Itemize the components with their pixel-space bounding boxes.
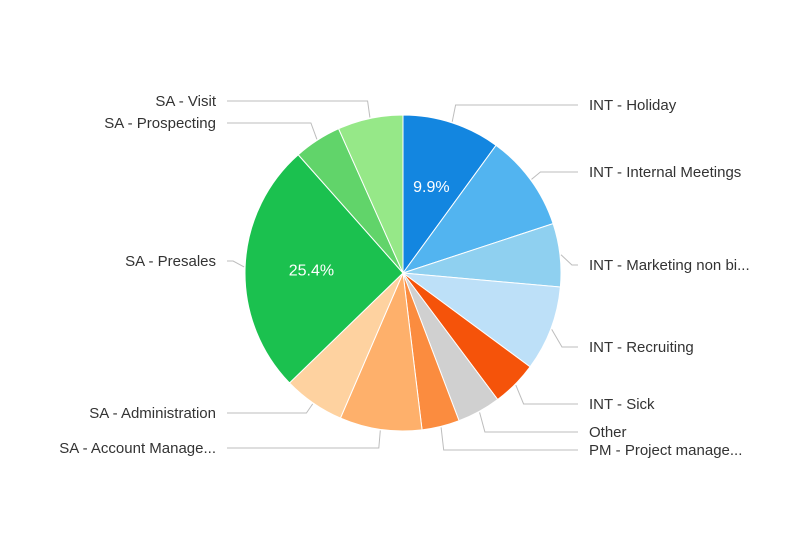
slice-sa-presales[interactable] <box>244 154 404 384</box>
slice-label-int-sick: INT - Sick <box>589 396 655 413</box>
leader-line-other <box>479 412 578 433</box>
slice-sa-visit[interactable] <box>337 114 404 274</box>
slice-int-recruiting[interactable] <box>401 272 561 368</box>
slice-label-int-internal-meetings: INT - Internal Meetings <box>589 164 741 181</box>
slice-label-sa-account-manage: SA - Account Manage... <box>59 440 216 457</box>
slice-labels: INT - Holiday INT - Internal Meetings INT … <box>59 93 749 459</box>
slice-int-internal-meetings[interactable] <box>401 144 554 274</box>
leader-line-sa-visit <box>227 100 371 118</box>
slice-label-int-holiday: INT - Holiday <box>589 97 677 114</box>
leader-line-sa-account-manage <box>227 430 381 449</box>
slice-label-int-marketing-non-bi: INT - Marketing non bi... <box>589 257 750 274</box>
slice-label-sa-visit: SA - Visit <box>155 93 216 110</box>
slice-label-sa-presales: SA - Presales <box>125 253 216 270</box>
leader-line-int-marketing-non-bi <box>560 254 578 266</box>
leader-lines <box>227 100 578 451</box>
slice-int-holiday[interactable] <box>402 114 497 275</box>
leader-line-int-internal-meetings <box>531 171 578 180</box>
slice-label-pm-project-manage: PM - Project manage... <box>589 442 742 459</box>
slice-label-sa-administration: SA - Administration <box>89 405 216 422</box>
data-label-sa-presales: 25.4% <box>289 263 334 280</box>
slice-label-int-recruiting: INT - Recruiting <box>589 339 694 356</box>
leader-line-sa-presales <box>227 260 245 268</box>
leader-line-int-sick <box>515 384 578 405</box>
data-labels: 9.9% 25.4% <box>289 179 450 280</box>
leader-line-pm-project-manage <box>440 427 578 451</box>
data-label-int-holiday: 9.9% <box>413 179 449 196</box>
leader-line-sa-prospecting <box>227 122 318 140</box>
leader-line-int-recruiting <box>551 329 578 348</box>
slice-label-other: Other <box>589 424 627 441</box>
slice-label-sa-prospecting: SA - Prospecting <box>104 115 216 132</box>
leader-line-int-holiday <box>451 104 578 122</box>
pie-slices <box>244 114 562 432</box>
leader-line-sa-administration <box>227 403 314 414</box>
